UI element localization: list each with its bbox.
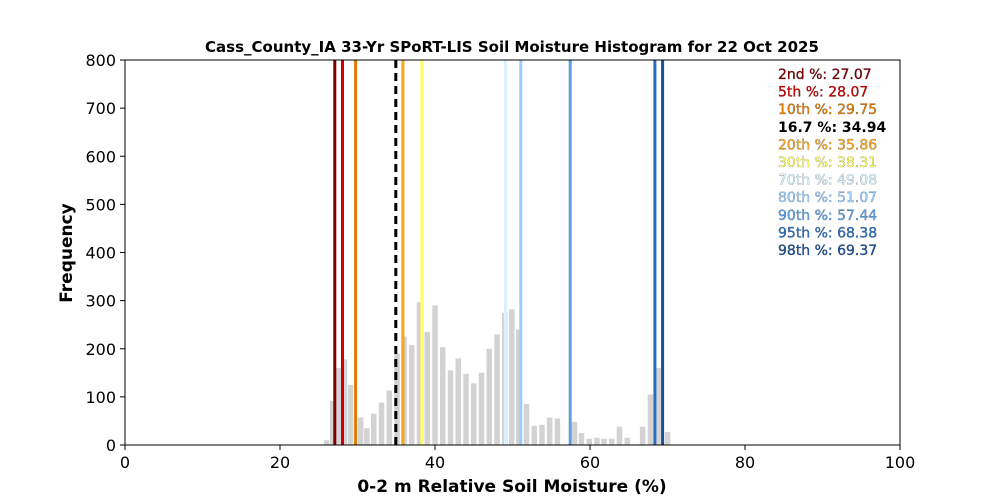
x-axis-ticks: 0 20 40 60 80 100	[120, 445, 915, 472]
histogram-bar-28	[531, 425, 537, 446]
y-tick-label-6: 600	[85, 147, 116, 166]
histogram-bar-20	[471, 383, 477, 445]
histogram-bar-19	[463, 373, 469, 445]
histogram-bar-16	[440, 347, 446, 445]
histogram-bar-43	[655, 368, 661, 445]
legend-entry-1: 5th %: 28.07	[778, 85, 868, 101]
y-tick-label-4: 400	[85, 244, 116, 263]
histogram-bar-21	[478, 372, 485, 445]
legend-entry-10: 98th %: 69.37	[778, 243, 877, 259]
legend-entry-0: 2nd %: 27.07	[778, 67, 872, 83]
legend-entry-7: 80th %: 51.07	[778, 190, 877, 206]
histogram-bar-17	[447, 370, 454, 445]
histogram-bar-37	[601, 438, 607, 445]
y-tick-label-7: 700	[85, 99, 116, 118]
legend-entry-4: 20th %: 35.86	[778, 137, 877, 153]
legend-entry-3: 16.7 %: 34.94	[778, 120, 886, 136]
legend-entry-6: 70th %: 49.08	[778, 173, 877, 189]
x-axis-label: 0-2 m Relative Soil Moisture (%)	[357, 477, 666, 497]
percentile-lines-layer	[333, 60, 665, 445]
y-tick-label-0: 0	[106, 436, 116, 455]
histogram-bar-4	[347, 384, 354, 445]
x-tick-label-4: 80	[735, 453, 755, 472]
histogram-bar-30	[546, 417, 553, 445]
x-tick-label-2: 40	[425, 453, 445, 472]
histogram-bar-36	[594, 437, 600, 445]
bars-layer	[323, 302, 671, 446]
histogram-bar-12	[409, 344, 415, 445]
histogram-bar-41	[639, 426, 646, 445]
histogram-bar-13	[416, 302, 423, 445]
histogram-bar-6	[364, 428, 370, 445]
histogram-bar-25	[509, 309, 515, 445]
histogram-bar-39	[616, 426, 623, 445]
histogram-bar-29	[539, 424, 545, 445]
x-tick-label-3: 60	[580, 453, 600, 472]
y-tick-label-8: 800	[85, 51, 116, 70]
histogram-bar-2	[335, 368, 341, 445]
y-tick-label-3: 300	[85, 292, 116, 311]
histogram-bar-35	[586, 438, 592, 445]
histogram-bar-14	[424, 331, 430, 445]
histogram-bar-1	[330, 400, 336, 445]
histogram-bar-44	[664, 432, 671, 445]
histogram-bar-15	[432, 305, 438, 445]
legend-entry-2: 10th %: 29.75	[778, 102, 877, 118]
y-axis-ticks: 0 100 200 300 400 500 600 700 800	[85, 51, 125, 455]
legend-entry-8: 90th %: 57.44	[778, 208, 877, 224]
chart-title: Cass_County_IA 33-Yr SPoRT-LIS Soil Mois…	[205, 38, 819, 56]
histogram-bar-8	[378, 402, 385, 445]
histogram-bar-7	[371, 413, 377, 445]
histogram-bar-34	[578, 433, 585, 445]
x-tick-label-5: 100	[885, 453, 916, 472]
histogram-bar-18	[455, 358, 461, 445]
histogram-bar-23	[494, 334, 500, 445]
histogram-bar-26	[516, 329, 522, 445]
y-tick-label-5: 500	[85, 195, 116, 214]
histogram-bar-22	[486, 348, 492, 446]
histogram-bar-27	[523, 404, 530, 445]
y-axis-label: Frequency	[57, 203, 77, 303]
histogram-bar-42	[647, 394, 654, 445]
y-tick-label-1: 100	[85, 388, 116, 407]
histogram-bar-3	[341, 359, 348, 445]
y-tick-label-2: 200	[85, 340, 116, 359]
histogram-bar-40	[624, 437, 630, 445]
x-tick-label-0: 0	[120, 453, 130, 472]
histogram-bar-0	[323, 440, 330, 445]
legend-entry-9: 95th %: 68.38	[778, 225, 877, 241]
legend-entry-5: 30th %: 38.31	[778, 155, 877, 171]
histogram-bar-31	[554, 418, 561, 445]
histogram-bar-33	[571, 421, 578, 445]
histogram-bar-9	[386, 390, 392, 445]
histogram-bar-5	[357, 417, 364, 445]
x-tick-label-1: 20	[270, 453, 290, 472]
histogram-bar-38	[609, 438, 615, 445]
